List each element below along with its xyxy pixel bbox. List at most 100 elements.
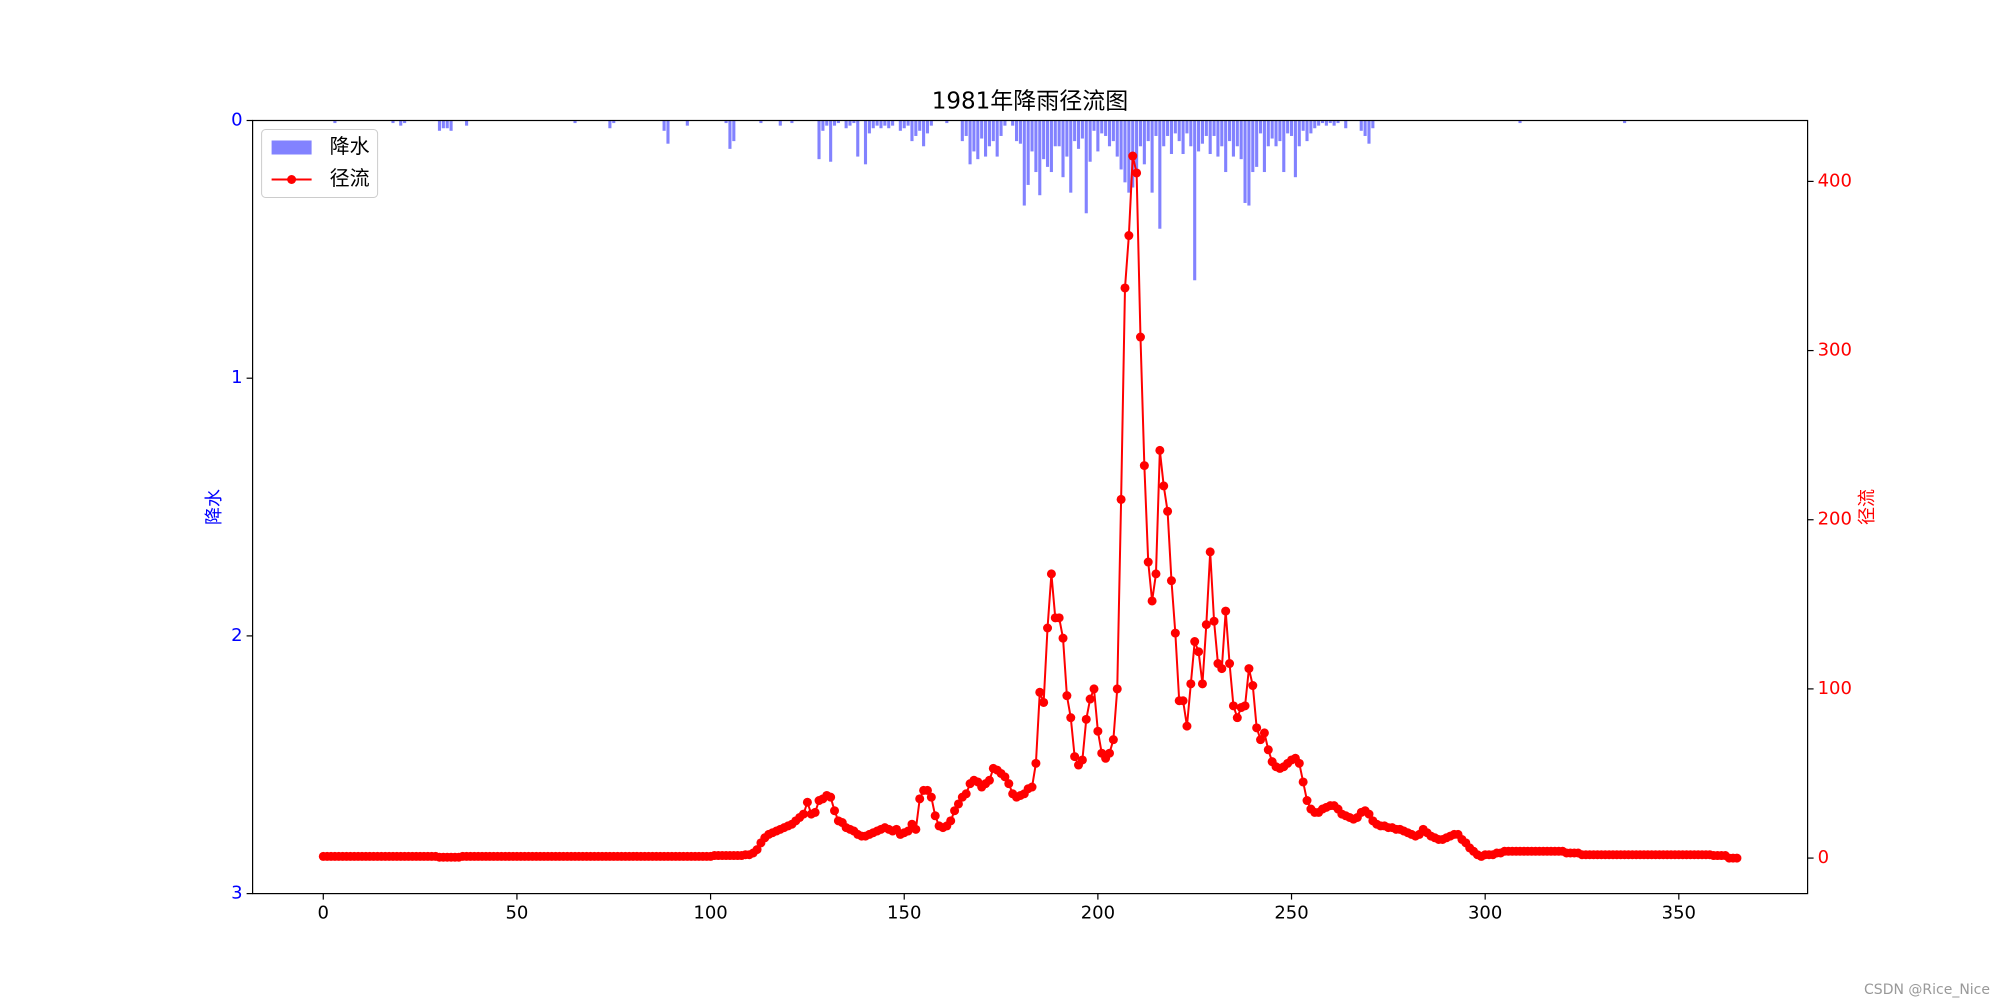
bar	[999, 120, 1003, 136]
line-marker	[1256, 735, 1266, 745]
bar	[852, 120, 856, 124]
line-marker	[1159, 481, 1169, 491]
bar	[1278, 120, 1282, 142]
y2-tick-label: 100	[1818, 678, 1852, 699]
line-marker	[1732, 853, 1742, 863]
bar	[1181, 120, 1185, 155]
bar	[972, 120, 976, 152]
bar	[728, 120, 732, 149]
line-marker	[1201, 620, 1211, 630]
line-marker	[1089, 684, 1099, 694]
line-marker	[1124, 231, 1134, 241]
bar	[790, 120, 794, 124]
bar	[1185, 120, 1189, 134]
line-marker	[1178, 696, 1188, 706]
bar	[929, 120, 933, 126]
bar	[1123, 120, 1127, 183]
bar	[1623, 120, 1627, 124]
line-marker	[950, 806, 960, 816]
bar	[821, 120, 825, 131]
bar	[1189, 120, 1193, 147]
bar	[1069, 120, 1073, 193]
line-marker	[1135, 332, 1145, 342]
bar	[1088, 120, 1092, 162]
bar	[898, 120, 902, 131]
bar	[1320, 120, 1325, 124]
bar	[1154, 120, 1158, 136]
line-marker	[1170, 628, 1180, 638]
x-tick-label: 0	[318, 903, 329, 924]
line-marker	[1054, 613, 1064, 623]
line-marker	[1244, 664, 1254, 674]
bar	[685, 120, 689, 126]
bar	[1324, 120, 1328, 126]
line-marker	[1151, 569, 1161, 579]
bar	[844, 120, 848, 129]
y2-tick-label: 400	[1818, 170, 1852, 191]
bar	[848, 120, 852, 126]
bar	[1026, 120, 1030, 185]
line-marker	[802, 797, 812, 807]
bar	[1100, 120, 1104, 134]
bar	[1282, 120, 1286, 173]
line-marker	[1302, 796, 1312, 806]
line-marker	[1128, 151, 1138, 161]
bar	[925, 120, 930, 134]
line-marker	[1004, 779, 1014, 789]
line-marker	[826, 792, 836, 802]
line-marker	[903, 826, 913, 836]
bar	[1049, 120, 1053, 173]
bar	[829, 120, 833, 162]
bar	[1243, 120, 1247, 203]
y-tick-label: 3	[231, 883, 242, 904]
bar	[1235, 120, 1239, 147]
y2-tick-label: 200	[1818, 509, 1852, 530]
line-marker	[1035, 687, 1045, 697]
bar	[1239, 120, 1243, 160]
bar	[1305, 120, 1309, 142]
bar	[1293, 120, 1297, 178]
bar	[1332, 120, 1336, 126]
line-marker	[1000, 772, 1010, 782]
y-tick-label: 0	[231, 110, 242, 131]
bar	[724, 120, 728, 124]
bar	[1220, 120, 1224, 147]
line-marker	[1108, 735, 1118, 745]
line-marker	[1139, 461, 1149, 471]
bar	[1142, 120, 1146, 165]
bar	[1224, 120, 1228, 173]
bar	[914, 120, 918, 136]
x-tick-label: 300	[1468, 903, 1502, 924]
line-marker	[1248, 681, 1258, 691]
x-tick-label: 350	[1662, 903, 1696, 924]
bar	[662, 120, 666, 131]
bar	[1258, 120, 1263, 134]
bar	[832, 120, 837, 126]
bar	[995, 120, 999, 157]
bar	[1045, 120, 1050, 167]
line-marker	[953, 799, 963, 809]
bar	[1297, 120, 1301, 147]
line-marker	[961, 789, 971, 799]
line-marker	[946, 816, 956, 826]
line-marker	[1364, 809, 1374, 819]
y-axis-label: 降水	[204, 489, 225, 525]
x-tick-label: 50	[505, 903, 528, 924]
bar	[1166, 120, 1170, 136]
bar	[918, 120, 922, 131]
bar	[867, 120, 871, 134]
plot-frame	[252, 119, 1809, 895]
bar	[1092, 120, 1096, 131]
bar	[863, 120, 868, 165]
bar	[1107, 120, 1112, 147]
bar	[1053, 120, 1057, 147]
bar	[1003, 120, 1007, 126]
line-marker	[1259, 728, 1269, 738]
line-marker	[1252, 723, 1262, 733]
bar	[1193, 120, 1197, 281]
bar	[1042, 120, 1046, 160]
bar	[1022, 120, 1026, 206]
bar	[906, 120, 910, 126]
